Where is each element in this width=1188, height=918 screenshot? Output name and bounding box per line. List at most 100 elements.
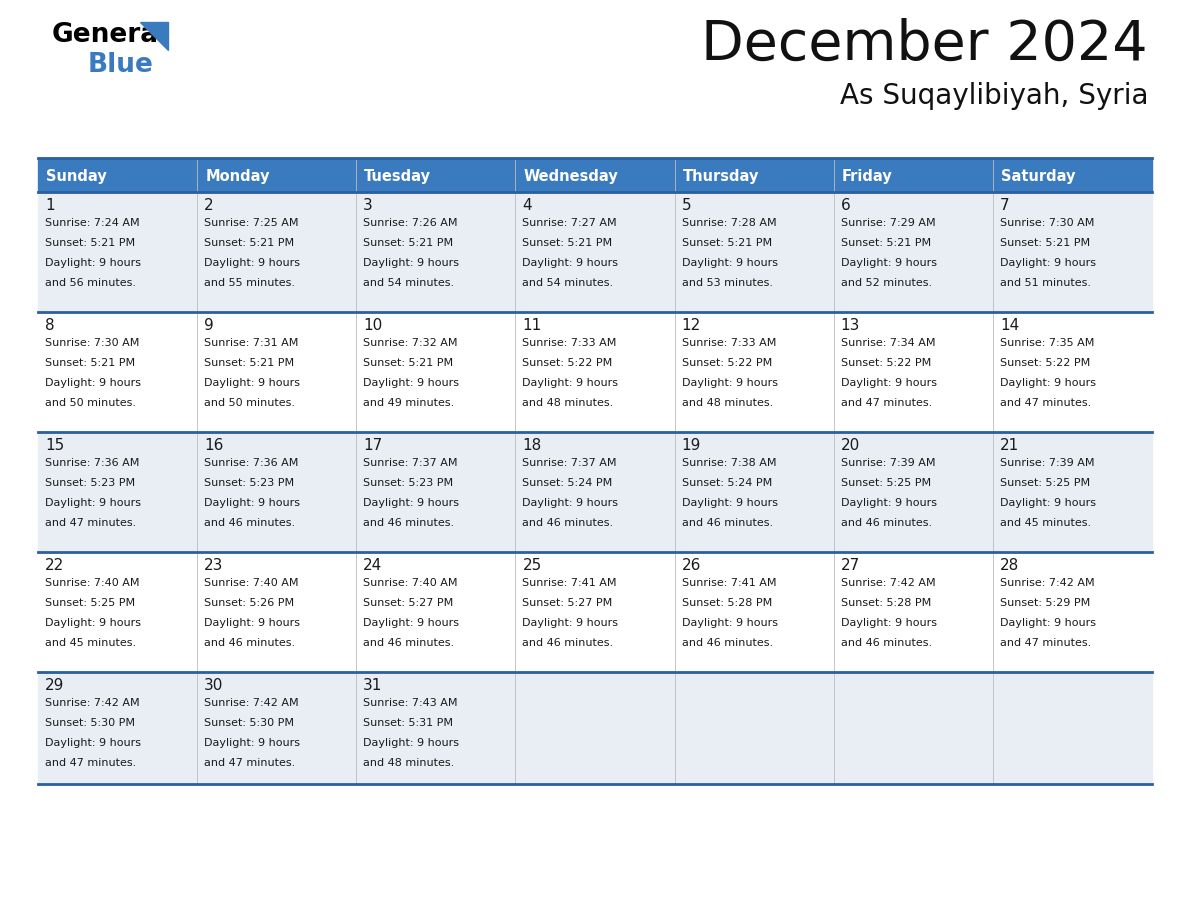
Text: and 45 minutes.: and 45 minutes.: [45, 638, 137, 648]
Text: Sunset: 5:27 PM: Sunset: 5:27 PM: [364, 598, 454, 608]
Text: Sunrise: 7:39 AM: Sunrise: 7:39 AM: [1000, 458, 1094, 468]
Text: Daylight: 9 hours: Daylight: 9 hours: [45, 498, 141, 508]
Bar: [834, 158, 993, 192]
Text: and 54 minutes.: and 54 minutes.: [523, 278, 613, 288]
Text: Sunset: 5:30 PM: Sunset: 5:30 PM: [45, 718, 135, 728]
Text: and 50 minutes.: and 50 minutes.: [204, 398, 295, 408]
Bar: [993, 672, 1152, 784]
Text: and 47 minutes.: and 47 minutes.: [1000, 638, 1091, 648]
Text: Sunrise: 7:43 AM: Sunrise: 7:43 AM: [364, 698, 457, 708]
Bar: [675, 312, 834, 432]
Text: and 45 minutes.: and 45 minutes.: [1000, 518, 1091, 528]
Text: 3: 3: [364, 198, 373, 213]
Text: Daylight: 9 hours: Daylight: 9 hours: [841, 618, 936, 628]
Text: Daylight: 9 hours: Daylight: 9 hours: [45, 738, 141, 748]
Text: Sunrise: 7:35 AM: Sunrise: 7:35 AM: [1000, 338, 1094, 348]
Text: Sunset: 5:23 PM: Sunset: 5:23 PM: [204, 478, 295, 488]
Text: Daylight: 9 hours: Daylight: 9 hours: [841, 498, 936, 508]
Bar: [197, 192, 356, 312]
Text: Sunset: 5:21 PM: Sunset: 5:21 PM: [45, 358, 135, 368]
Text: and 46 minutes.: and 46 minutes.: [682, 638, 772, 648]
Text: Sunrise: 7:38 AM: Sunrise: 7:38 AM: [682, 458, 776, 468]
Text: 7: 7: [1000, 198, 1010, 213]
Text: Sunrise: 7:42 AM: Sunrise: 7:42 AM: [841, 578, 935, 588]
Text: Sunrise: 7:39 AM: Sunrise: 7:39 AM: [841, 458, 935, 468]
Bar: [38, 552, 197, 672]
Text: and 50 minutes.: and 50 minutes.: [45, 398, 135, 408]
Text: Daylight: 9 hours: Daylight: 9 hours: [364, 738, 460, 748]
Text: 17: 17: [364, 438, 383, 453]
Text: Sunrise: 7:37 AM: Sunrise: 7:37 AM: [523, 458, 617, 468]
Text: 4: 4: [523, 198, 532, 213]
Text: Daylight: 9 hours: Daylight: 9 hours: [1000, 378, 1095, 388]
Text: Daylight: 9 hours: Daylight: 9 hours: [364, 258, 460, 268]
Bar: [516, 552, 675, 672]
Bar: [197, 312, 356, 432]
Text: General: General: [52, 22, 169, 48]
Text: Sunrise: 7:25 AM: Sunrise: 7:25 AM: [204, 218, 298, 228]
Text: and 46 minutes.: and 46 minutes.: [204, 638, 296, 648]
Text: 29: 29: [45, 678, 64, 693]
Text: Sunrise: 7:40 AM: Sunrise: 7:40 AM: [364, 578, 457, 588]
Bar: [834, 192, 993, 312]
Bar: [834, 552, 993, 672]
Text: and 46 minutes.: and 46 minutes.: [364, 638, 455, 648]
Text: and 48 minutes.: and 48 minutes.: [682, 398, 773, 408]
Bar: [356, 312, 516, 432]
Text: and 53 minutes.: and 53 minutes.: [682, 278, 772, 288]
Text: Daylight: 9 hours: Daylight: 9 hours: [364, 378, 460, 388]
Text: 5: 5: [682, 198, 691, 213]
Text: Saturday: Saturday: [1000, 169, 1075, 184]
Bar: [38, 158, 197, 192]
Text: Sunrise: 7:42 AM: Sunrise: 7:42 AM: [1000, 578, 1094, 588]
Text: Sunset: 5:28 PM: Sunset: 5:28 PM: [682, 598, 772, 608]
Text: Tuesday: Tuesday: [365, 169, 431, 184]
Text: Sunset: 5:21 PM: Sunset: 5:21 PM: [364, 358, 454, 368]
Text: Blue: Blue: [88, 52, 154, 78]
Bar: [834, 672, 993, 784]
Text: Sunset: 5:21 PM: Sunset: 5:21 PM: [204, 358, 295, 368]
Bar: [197, 158, 356, 192]
Text: Wednesday: Wednesday: [524, 169, 618, 184]
Text: Sunset: 5:23 PM: Sunset: 5:23 PM: [364, 478, 454, 488]
Text: and 56 minutes.: and 56 minutes.: [45, 278, 135, 288]
Text: Sunset: 5:30 PM: Sunset: 5:30 PM: [204, 718, 295, 728]
Text: Sunrise: 7:27 AM: Sunrise: 7:27 AM: [523, 218, 617, 228]
Text: Daylight: 9 hours: Daylight: 9 hours: [1000, 618, 1095, 628]
Text: Daylight: 9 hours: Daylight: 9 hours: [682, 618, 778, 628]
Text: As Suqaylibiyah, Syria: As Suqaylibiyah, Syria: [840, 82, 1148, 110]
Text: Thursday: Thursday: [683, 169, 759, 184]
Bar: [38, 312, 197, 432]
Bar: [516, 158, 675, 192]
Text: Daylight: 9 hours: Daylight: 9 hours: [364, 498, 460, 508]
Text: Daylight: 9 hours: Daylight: 9 hours: [1000, 498, 1095, 508]
Text: Sunrise: 7:41 AM: Sunrise: 7:41 AM: [682, 578, 776, 588]
Text: Sunset: 5:21 PM: Sunset: 5:21 PM: [204, 238, 295, 248]
Text: 21: 21: [1000, 438, 1019, 453]
Text: Sunrise: 7:36 AM: Sunrise: 7:36 AM: [204, 458, 298, 468]
Bar: [197, 672, 356, 784]
Text: Daylight: 9 hours: Daylight: 9 hours: [523, 498, 619, 508]
Bar: [38, 432, 197, 552]
Text: 31: 31: [364, 678, 383, 693]
Text: 15: 15: [45, 438, 64, 453]
Bar: [834, 312, 993, 432]
Text: and 46 minutes.: and 46 minutes.: [523, 518, 613, 528]
Text: Monday: Monday: [206, 169, 270, 184]
Text: Sunset: 5:27 PM: Sunset: 5:27 PM: [523, 598, 613, 608]
Text: Sunrise: 7:37 AM: Sunrise: 7:37 AM: [364, 458, 457, 468]
Text: Sunrise: 7:41 AM: Sunrise: 7:41 AM: [523, 578, 617, 588]
Text: and 46 minutes.: and 46 minutes.: [841, 638, 931, 648]
Text: and 54 minutes.: and 54 minutes.: [364, 278, 455, 288]
Text: and 47 minutes.: and 47 minutes.: [1000, 398, 1091, 408]
Text: Sunset: 5:21 PM: Sunset: 5:21 PM: [523, 238, 613, 248]
Bar: [356, 432, 516, 552]
Text: Sunset: 5:21 PM: Sunset: 5:21 PM: [364, 238, 454, 248]
Text: Sunset: 5:21 PM: Sunset: 5:21 PM: [682, 238, 772, 248]
Text: Sunrise: 7:28 AM: Sunrise: 7:28 AM: [682, 218, 776, 228]
Text: Daylight: 9 hours: Daylight: 9 hours: [204, 498, 301, 508]
Text: Sunrise: 7:30 AM: Sunrise: 7:30 AM: [45, 338, 139, 348]
Text: 14: 14: [1000, 318, 1019, 333]
Text: Sunrise: 7:32 AM: Sunrise: 7:32 AM: [364, 338, 457, 348]
Bar: [197, 432, 356, 552]
